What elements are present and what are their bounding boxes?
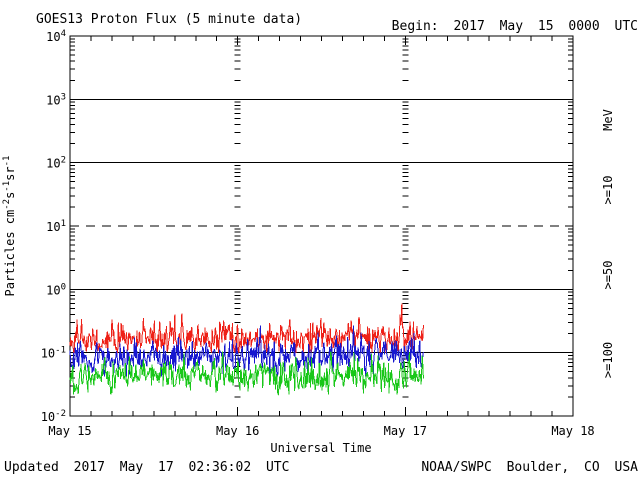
y-tick-label: 102: [46, 156, 66, 171]
footer-org: NOAA/SWPC Boulder, CO USA: [421, 460, 638, 475]
traces: [69, 303, 424, 396]
x-tick-labels: May 15 May 16 May 17 May 18: [48, 424, 594, 438]
x-tick-label: May 18: [551, 424, 594, 438]
series-label-50: >=50: [601, 261, 615, 290]
right-labels: >=10 >=50 >=100: [601, 176, 615, 379]
x-axis-title: Universal Time: [270, 441, 371, 455]
x-tick-label: May 17: [384, 424, 427, 438]
trace-10mev: [69, 303, 424, 354]
trace-100mev: [69, 351, 424, 396]
series-label-10: >=10: [601, 176, 615, 205]
x-tick-label: May 16: [216, 424, 259, 438]
begin-label: Begin: 2017 May 15 0000 UTC: [392, 19, 638, 34]
plot-border: [69, 35, 574, 417]
y-tick-label: 10-2: [41, 409, 66, 424]
y-tick-label: 10-1: [41, 346, 66, 361]
y-tick-label: 103: [46, 92, 66, 107]
x-tick-label: May 15: [48, 424, 91, 438]
y-axis-title: Particles cm-2s-1sr-1: [2, 156, 17, 297]
y-tick-label: 104: [46, 29, 66, 44]
y-tick-labels: 104 103 102 101 100 10-1 10-2: [41, 29, 66, 424]
series-label-100: >=100: [601, 342, 615, 378]
footer-updated: Updated 2017 May 17 02:36:02 UTC: [4, 460, 289, 475]
y-tick-label: 101: [46, 219, 66, 234]
mev-unit-label: MeV: [601, 109, 615, 131]
grid-lines: [70, 98, 573, 354]
y-tick-label: 100: [46, 282, 66, 297]
chart-title: GOES13 Proton Flux (5 minute data): [36, 12, 302, 27]
